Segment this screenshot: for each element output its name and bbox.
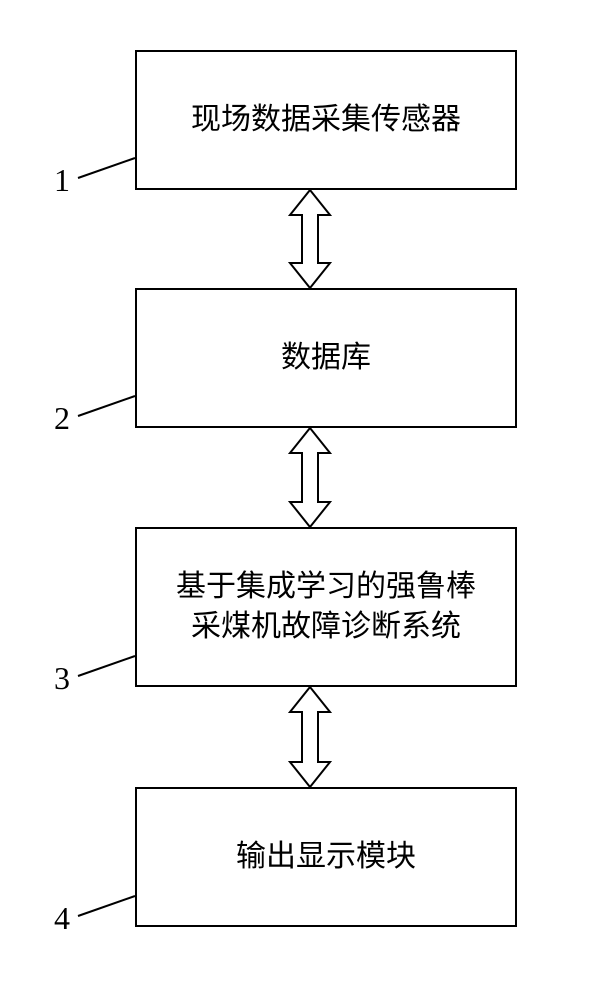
node-text: 现场数据采集传感器	[191, 100, 461, 141]
node-output-display: 输出显示模块	[135, 787, 517, 927]
number-label-2: 2	[54, 400, 70, 437]
number-label-3: 3	[54, 660, 70, 697]
number-label-4: 4	[54, 900, 70, 937]
node-text: 基于集成学习的强鲁棒 采煤机故障诊断系统	[176, 567, 476, 648]
node-sensor: 现场数据采集传感器	[135, 50, 517, 190]
node-text: 数据库	[281, 338, 371, 379]
node-text: 输出显示模块	[236, 837, 416, 878]
node-database: 数据库	[135, 288, 517, 428]
node-diagnosis-system: 基于集成学习的强鲁棒 采煤机故障诊断系统	[135, 527, 517, 687]
number-label-1: 1	[54, 162, 70, 199]
flowchart-container: 现场数据采集传感器 数据库 基于集成学习的强鲁棒 采煤机故障诊断系统 输出显示模…	[0, 0, 613, 1000]
